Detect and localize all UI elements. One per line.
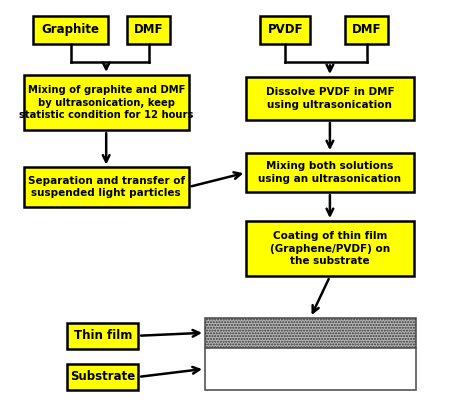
Text: Mixing both solutions
using an ultrasonication: Mixing both solutions using an ultrasoni… [258,161,401,184]
Text: Substrate: Substrate [70,370,136,383]
Text: DMF: DMF [352,24,382,36]
Text: DMF: DMF [134,24,164,36]
Text: PVDF: PVDF [267,24,303,36]
Text: Thin film: Thin film [73,329,132,342]
FancyBboxPatch shape [246,153,414,192]
Text: Graphite: Graphite [42,24,100,36]
FancyBboxPatch shape [205,348,416,390]
FancyBboxPatch shape [246,77,414,120]
FancyBboxPatch shape [260,16,310,44]
Text: Coating of thin film
(Graphene/PVDF) on
the substrate: Coating of thin film (Graphene/PVDF) on … [270,231,390,266]
FancyBboxPatch shape [246,221,414,276]
Text: Mixing of graphite and DMF
by ultrasonication, keep
statistic condition for 12 h: Mixing of graphite and DMF by ultrasonic… [19,85,193,120]
FancyBboxPatch shape [67,323,138,349]
Text: Dissolve PVDF in DMF
using ultrasonication: Dissolve PVDF in DMF using ultrasonicati… [265,87,394,110]
Text: Separation and transfer of
suspended light particles: Separation and transfer of suspended lig… [27,176,185,198]
FancyBboxPatch shape [24,167,189,206]
FancyBboxPatch shape [127,16,171,44]
FancyBboxPatch shape [345,16,388,44]
FancyBboxPatch shape [67,364,138,390]
FancyBboxPatch shape [205,318,416,348]
FancyBboxPatch shape [33,16,109,44]
FancyBboxPatch shape [24,75,189,131]
